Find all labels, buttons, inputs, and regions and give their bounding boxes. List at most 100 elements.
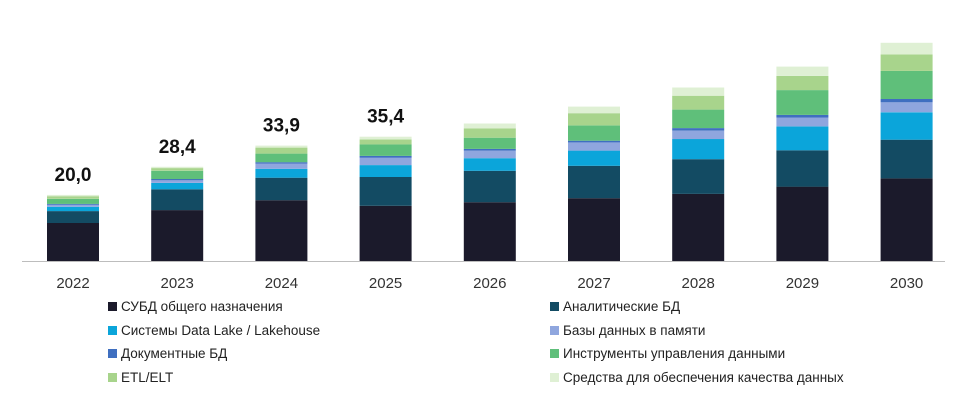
legend-label-0: СУБД общего назначения xyxy=(121,299,283,314)
bar-segment-2027-s0 xyxy=(568,198,620,261)
legend-label-3: Базы данных в памяти xyxy=(563,323,705,338)
bar-segment-2027-s2 xyxy=(568,150,620,166)
legend-swatch-3 xyxy=(550,326,559,335)
bar-segment-2029-s1 xyxy=(776,150,829,187)
bar-segment-2029-s5 xyxy=(776,90,829,115)
legend: СУБД общего назначения Аналитические БД Си… xyxy=(108,299,844,385)
legend-swatch-2 xyxy=(108,326,117,335)
bar-segment-2022-s1 xyxy=(47,211,99,223)
bar-segment-2029-s7 xyxy=(776,66,829,76)
bar-segment-2023-s5 xyxy=(151,170,204,180)
bar-segment-2024-s0 xyxy=(255,200,308,261)
bar-segment-2024-s7 xyxy=(255,145,308,148)
bar-segment-2022-s5 xyxy=(47,198,99,204)
bar-segment-2029-s3 xyxy=(776,117,829,127)
bar-segment-2029-s6 xyxy=(776,75,829,91)
bar-segment-2026-s2 xyxy=(463,158,516,171)
bar-segment-2025-s1 xyxy=(359,177,412,206)
legend-swatch-1 xyxy=(550,302,559,311)
bar-segment-2027-s4 xyxy=(568,140,620,143)
bar-segment-2025-s3 xyxy=(359,157,412,166)
bar-segment-2023-s0 xyxy=(151,210,204,261)
bar-segment-2024-s3 xyxy=(255,163,308,169)
bar-segment-2023-s7 xyxy=(151,166,204,169)
legend-label-1: Аналитические БД xyxy=(563,299,680,314)
x-tick-2029: 2029 xyxy=(786,275,819,292)
bar-segment-2027-s6 xyxy=(568,113,620,126)
bar-segment-2027-s7 xyxy=(568,106,620,114)
bar-segment-2030-s3 xyxy=(880,102,933,113)
x-tick-2023: 2023 xyxy=(161,275,194,292)
bar-segment-2025-s0 xyxy=(359,205,412,261)
bar-segment-2025-s7 xyxy=(359,136,412,140)
bar-segment-2024-s5 xyxy=(255,153,308,163)
legend-label-6: ETL/ELT xyxy=(121,370,173,385)
bar-segment-2030-s6 xyxy=(880,54,933,71)
bar-segment-2028-s2 xyxy=(672,139,725,160)
bar-segment-2026-s0 xyxy=(463,202,516,261)
bar-segment-2024-s4 xyxy=(255,162,308,164)
bar-segment-2026-s3 xyxy=(463,150,516,159)
x-tick-2026: 2026 xyxy=(473,275,506,292)
x-tick-2030: 2030 xyxy=(890,275,923,292)
bar-segment-2024-s2 xyxy=(255,168,308,178)
bar-segment-2024-s6 xyxy=(255,147,308,154)
bar-segment-2026-s5 xyxy=(463,137,516,149)
legend-label-7: Средства для обеспечения качества данных xyxy=(563,370,844,385)
total-label-2024: 33,9 xyxy=(263,116,300,137)
bar-segment-2026-s7 xyxy=(463,123,516,129)
bar-segment-2026-s1 xyxy=(463,170,516,203)
x-tick-2028: 2028 xyxy=(682,275,715,292)
bar-segment-2023-s6 xyxy=(151,168,204,171)
bar-segment-2028-s0 xyxy=(672,193,725,261)
x-tick-2024: 2024 xyxy=(265,275,298,292)
x-tick-2022: 2022 xyxy=(56,275,89,292)
total-label-2025: 35,4 xyxy=(367,107,404,128)
bar-segment-2023-s2 xyxy=(151,183,204,190)
bar-segment-2024-s1 xyxy=(255,177,308,201)
bar-segment-2022-s6 xyxy=(47,196,99,199)
bar-segment-2022-s3 xyxy=(47,204,99,207)
bar-segment-2026-s6 xyxy=(463,128,516,138)
bar-segment-2023-s4 xyxy=(151,179,204,181)
legend-swatch-0 xyxy=(108,302,117,311)
total-label-2022: 20,0 xyxy=(55,165,92,186)
bar-segment-2025-s5 xyxy=(359,144,412,156)
bar-segment-2030-s2 xyxy=(880,112,933,140)
bar-segment-2028-s1 xyxy=(672,159,725,194)
total-label-2023: 28,4 xyxy=(159,137,196,158)
bar-segment-2022-s7 xyxy=(47,194,99,197)
bar-segment-2029-s4 xyxy=(776,114,829,118)
legend-swatch-5 xyxy=(550,349,559,358)
bar-segment-2022-s0 xyxy=(47,223,99,261)
bar-segment-2027-s5 xyxy=(568,125,620,141)
totals-group: 20,0 28,4 33,9 35,4 xyxy=(55,107,405,186)
legend-swatch-7 xyxy=(550,373,559,382)
bar-segment-2022-s2 xyxy=(47,206,99,212)
legend-label-2: Системы Data Lake / Lakehouse xyxy=(121,323,320,338)
bar-segment-2025-s6 xyxy=(359,139,412,145)
bar-segment-2030-s5 xyxy=(880,70,933,99)
legend-swatch-4 xyxy=(108,349,117,358)
x-tick-labels: 2022 2023 2024 2025 2026 2027 2028 2029 2030 xyxy=(56,275,923,292)
legend-label-5: Инструменты управления данными xyxy=(563,346,785,361)
x-tick-2027: 2027 xyxy=(577,275,610,292)
bars-group xyxy=(47,42,933,261)
bar-segment-2028-s6 xyxy=(672,95,725,110)
legend-swatch-6 xyxy=(108,373,117,382)
bar-segment-2027-s1 xyxy=(568,165,620,199)
bar-segment-2029-s0 xyxy=(776,186,829,261)
bar-segment-2023-s3 xyxy=(151,180,204,183)
bar-segment-2022-s4 xyxy=(47,203,99,205)
bar-segment-2026-s4 xyxy=(463,148,516,151)
bar-segment-2027-s3 xyxy=(568,142,620,151)
bar-segment-2030-s4 xyxy=(880,99,933,103)
x-tick-2025: 2025 xyxy=(369,275,402,292)
bar-segment-2030-s7 xyxy=(880,42,933,55)
bar-segment-2029-s2 xyxy=(776,126,829,151)
bar-segment-2028-s3 xyxy=(672,130,725,140)
bar-segment-2025-s2 xyxy=(359,165,412,177)
legend-label-4: Документные БД xyxy=(121,346,227,361)
bar-segment-2023-s1 xyxy=(151,189,204,211)
